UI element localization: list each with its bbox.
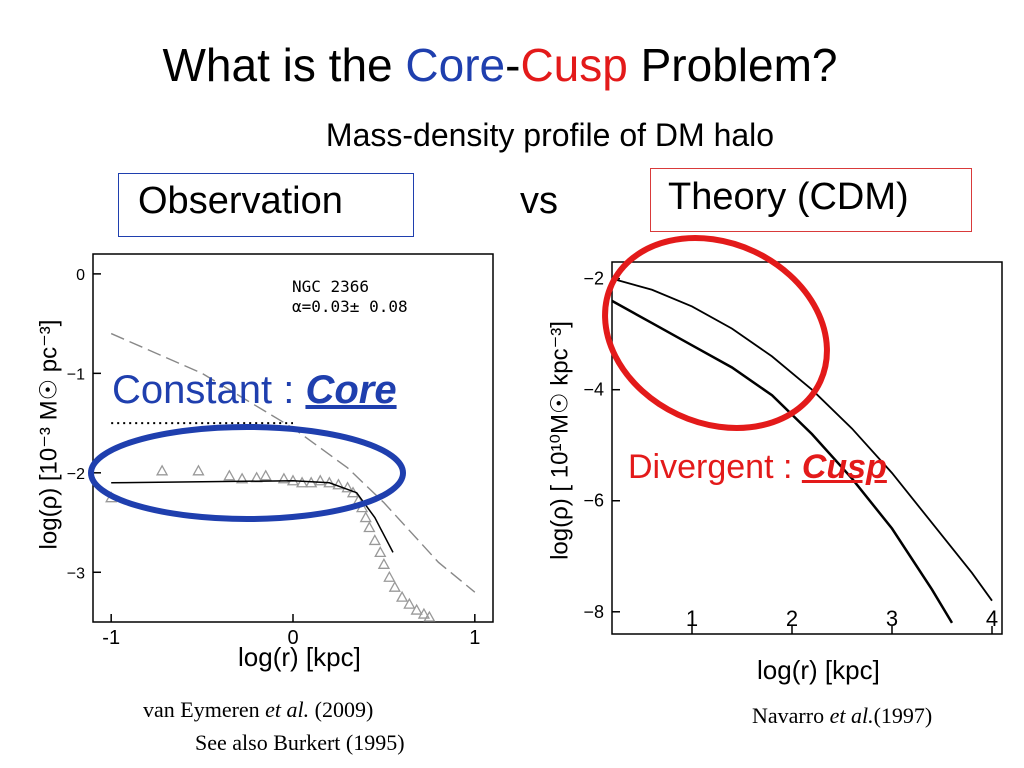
subtitle: Mass-density profile of DM halo	[325, 117, 775, 153]
left-chart: -1 0 1 0 −1 −2 −3 NGC 2366 α=0.03± 0.08	[67, 253, 494, 649]
left-chart-title: NGC 2366	[292, 277, 369, 296]
x-tick-label: -1	[102, 627, 120, 649]
y-tick-label: −2	[583, 269, 604, 289]
reference-left-1: van Eymeren et al. (2009)	[143, 697, 373, 723]
title-cusp: Cusp	[520, 39, 628, 91]
observation-label: Observation	[138, 180, 343, 222]
y-tick-label: −2	[67, 466, 85, 483]
ref-right-etal: et al.	[829, 703, 874, 728]
divergent-cusp-annotation: Divergent : Cusp	[628, 448, 887, 487]
data-point	[383, 570, 396, 582]
left-plot-area: -1 0 1 0 −1 −2 −3 NGC 2366 α=0.03± 0.08	[67, 253, 494, 649]
x-tick-label: 1	[686, 606, 698, 631]
title-dash: -	[505, 39, 521, 91]
title-part1: What is the	[162, 39, 406, 91]
data-point	[377, 557, 391, 569]
x-tick-label: 1	[469, 627, 480, 649]
data-point	[395, 590, 409, 602]
x-tick-label: 2	[786, 606, 798, 631]
constant-core-annotation: Constant : Core	[112, 368, 397, 413]
ref-right-author: Navarro	[752, 703, 825, 728]
data-point	[423, 610, 436, 622]
y-tick-label: −1	[67, 366, 85, 383]
x-tick-label: 4	[986, 606, 998, 631]
ref-left1-author: van Eymeren	[143, 697, 260, 722]
x-tick-label: 3	[886, 606, 898, 631]
divergent-emph: Cusp	[801, 448, 887, 486]
right-xlabel: log(r) [kpc]	[757, 655, 880, 685]
page-title: What is the Core-Cusp Problem?	[0, 38, 1000, 92]
reference-left-2: See also Burkert (1995)	[195, 730, 405, 755]
y-tick-label: −4	[583, 380, 604, 400]
data-point	[363, 521, 376, 533]
data-point	[417, 607, 431, 619]
y-tick-label: −6	[583, 491, 604, 511]
vs-label: vs	[520, 180, 558, 222]
data-point	[410, 603, 423, 615]
left-ticks: -1 0 1 0 −1 −2 −3	[67, 267, 481, 649]
right-ticks: 1 2 3 4 −2 −4 −6 −8	[583, 269, 998, 634]
title-part2: Problem?	[627, 39, 838, 91]
constant-emph: Core	[305, 368, 397, 412]
constant-prefix: Constant :	[112, 368, 306, 412]
x-tick-label: 0	[287, 627, 298, 649]
y-tick-label: −3	[67, 565, 85, 582]
left-xlabel: log(r) [kpc]	[238, 642, 361, 672]
data-point	[403, 597, 416, 609]
ref-right-year: (1997)	[873, 703, 933, 728]
theory-box	[650, 168, 972, 232]
ref-left1-year: (2009)	[314, 697, 374, 722]
right-ylabel: log(ρ) [ 10¹⁰M☉ kpc⁻³]	[546, 321, 574, 560]
y-tick-label: 0	[76, 267, 85, 284]
y-tick-label: −8	[583, 602, 604, 622]
left-ylabel: log(ρ) [10⁻³ M☉ pc⁻³]	[35, 319, 63, 550]
data-point	[374, 546, 387, 558]
data-point	[368, 534, 381, 546]
divergent-prefix: Divergent :	[628, 448, 802, 486]
theory-label: Theory (CDM)	[668, 176, 909, 218]
observation-box	[118, 173, 414, 237]
data-point	[388, 580, 401, 592]
left-chart-annotation: α=0.03± 0.08	[292, 297, 408, 316]
ref-left1-etal: et al.	[265, 697, 310, 722]
reference-right: Navarro et al.(1997)	[752, 703, 932, 729]
title-core: Core	[405, 39, 506, 91]
